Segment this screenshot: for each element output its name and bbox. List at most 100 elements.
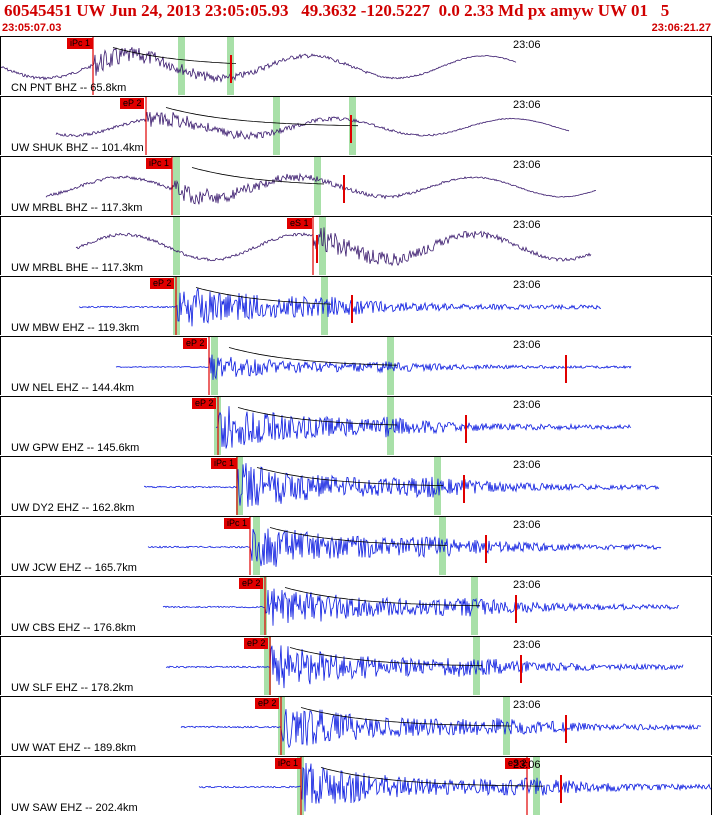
time-tick-label: 23:06 [513, 219, 541, 231]
seismogram-panel[interactable]: eP 2 23:06 UW CBS EHZ -- 176.8km [0, 576, 712, 635]
waveform-plot [162, 577, 680, 635]
coda-curve [112, 47, 237, 64]
seismogram-panel[interactable]: eS 1 23:06 UW MRBL BHE -- 117.3km [0, 216, 712, 275]
phase-pick-label[interactable]: eP 2 [239, 578, 264, 589]
waveform-plot [165, 637, 684, 695]
waveform-trace [198, 762, 711, 812]
time-tick-label: 23:06 [513, 519, 541, 531]
analysis-window [273, 97, 280, 155]
phase-pick-label[interactable]: eP 2 [150, 278, 175, 289]
station-channel-label: CN PNT BHZ -- 65.8km [11, 82, 127, 94]
phase-pick-label[interactable]: iPc 1 [67, 38, 94, 49]
station-channel-label: UW CBS EHZ -- 176.8km [11, 622, 136, 634]
header-bar: 60545451 UW Jun 24, 2013 23:05:05.93 49.… [0, 0, 713, 36]
seismogram-panel[interactable]: eP 2 23:06 UW GPW EHZ -- 145.6km [0, 396, 712, 455]
coda-curve [269, 527, 447, 546]
seismogram-panel[interactable]: iPc 1 23:06 UW MRBL BHZ -- 117.3km [0, 156, 712, 215]
phase-pick-label[interactable]: iPc 1 [275, 758, 302, 769]
waveform-plot [180, 697, 702, 755]
phase-pick-label[interactable]: iPc 1 [211, 458, 238, 469]
waveform-trace [55, 111, 570, 140]
time-tick-label: 23:06 [513, 339, 541, 351]
phase-pick-label[interactable]: eP 2 [192, 398, 217, 409]
time-tick-label: 23:06 [513, 759, 541, 771]
waveform-trace [45, 172, 596, 205]
analysis-window [253, 517, 260, 575]
phase-pick-label[interactable]: eP 2 [244, 638, 269, 649]
waveform-trace [78, 287, 602, 327]
waveform-trace [180, 709, 702, 749]
seismogram-panel[interactable]: iPc 1 eS 2 23:06 UW SAW EHZ -- 202.4km [0, 756, 712, 815]
phase-pick-label[interactable]: eP 2 [183, 338, 208, 349]
phase-pick-label[interactable]: eP 2 [255, 698, 280, 709]
analysis-window [260, 577, 267, 635]
station-channel-label: UW GPW EHZ -- 145.6km [11, 442, 140, 454]
time-tick-label: 23:06 [513, 639, 541, 651]
waveform-plot [78, 277, 602, 335]
analysis-window [264, 637, 271, 695]
coda-curve [289, 647, 482, 667]
time-tick-label: 23:06 [513, 579, 541, 591]
analysis-window [387, 397, 394, 455]
coda-curve [320, 767, 544, 787]
seismogram-panels: iPc 1 23:06 CN PNT BHZ -- 65.8km eP 2 23:06 U… [0, 36, 713, 818]
time-tick-label: 23:06 [513, 279, 541, 291]
coda-curve [300, 707, 511, 727]
coda-curve [284, 587, 481, 607]
seismogram-panel[interactable]: eP 2 23:06 UW MBW EHZ -- 119.3km [0, 276, 712, 335]
seismogram-panel[interactable]: eP 2 23:06 UW SLF EHZ -- 178.2km [0, 636, 712, 695]
station-channel-label: UW JCW EHZ -- 165.7km [11, 562, 137, 574]
start-time: 23:05:07.03 [2, 22, 62, 34]
coda-curve [256, 467, 443, 486]
station-channel-label: UW MRBL BHZ -- 117.3km [11, 202, 143, 214]
coda-curve [165, 107, 358, 127]
end-time: 23:06:21.27 [651, 22, 711, 34]
waveform-trace [75, 227, 592, 267]
waveform-plot [55, 97, 570, 155]
waveform-plot [115, 337, 632, 395]
station-channel-label: UW SLF EHZ -- 178.2km [11, 682, 134, 694]
station-channel-label: UW MBW EHZ -- 119.3km [11, 322, 140, 334]
event-title: 60545451 UW Jun 24, 2013 23:05:05.93 49.… [4, 1, 670, 20]
phase-pick-label[interactable]: eS 2 [505, 758, 530, 769]
waveform-trace [215, 406, 632, 449]
station-channel-label: UW WAT EHZ -- 189.8km [11, 742, 137, 754]
time-tick-label: 23:06 [513, 99, 541, 111]
seismogram-panel[interactable]: eP 2 23:06 UW NEL EHZ -- 144.4km [0, 336, 712, 395]
time-tick-label: 23:06 [513, 39, 541, 51]
analysis-window [321, 277, 328, 335]
waveform-trace [165, 645, 684, 689]
phase-pick-label[interactable]: iPc 1 [146, 158, 173, 169]
waveform-trace [115, 354, 632, 380]
waveform-plot [214, 397, 632, 455]
seismogram-panel[interactable]: eP 2 23:06 UW SHUK BHZ -- 101.4km [0, 96, 712, 155]
waveform-plot [45, 157, 596, 215]
seismogram-panel[interactable]: eP 2 23:06 UW WAT EHZ -- 189.8km [0, 696, 712, 755]
coda-curve [191, 167, 325, 185]
phase-pick-label[interactable]: eP 2 [120, 98, 145, 109]
seismogram-panel[interactable]: iPc 1 23:06 CN PNT BHZ -- 65.8km [0, 36, 712, 95]
phase-pick-label[interactable]: iPc 1 [224, 518, 251, 529]
time-tick-label: 23:06 [513, 399, 541, 411]
station-channel-label: UW NEL EHZ -- 144.4km [11, 382, 135, 394]
phase-pick-label[interactable]: eS 1 [287, 218, 312, 229]
time-tick-label: 23:06 [513, 699, 541, 711]
station-channel-label: UW MRBL BHE -- 117.3km [11, 262, 144, 274]
analysis-window [314, 157, 321, 215]
station-channel-label: UW SHUK BHZ -- 101.4km [11, 142, 144, 154]
waveform-trace [162, 588, 680, 626]
waveform-trace [147, 528, 662, 567]
seismogram-panel[interactable]: iPc 1 23:06 UW DY2 EHZ -- 162.8km [0, 456, 712, 515]
coda-curve [195, 287, 332, 305]
waveform-plot [75, 217, 592, 275]
analysis-window [236, 457, 243, 515]
analysis-window [319, 217, 326, 275]
seismogram-panel[interactable]: iPc 1 23:06 UW JCW EHZ -- 165.7km [0, 516, 712, 575]
station-channel-label: UW SAW EHZ -- 202.4km [11, 802, 138, 814]
waveform-plot [1, 37, 517, 95]
analysis-window [173, 217, 180, 275]
coda-curve [237, 407, 398, 426]
waveform-trace [1, 47, 517, 83]
waveform-trace [144, 463, 660, 507]
coda-curve [228, 347, 398, 366]
